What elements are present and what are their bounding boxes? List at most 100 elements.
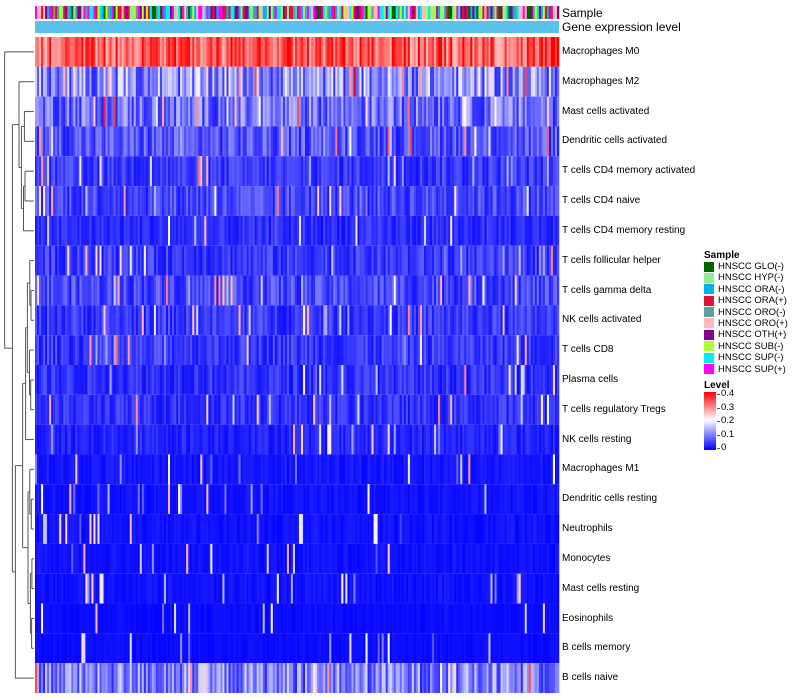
heatmap-cell [474, 66, 477, 97]
heatmap-cell [264, 186, 268, 216]
heatmap-cell [172, 335, 175, 365]
heatmap-cell [466, 454, 469, 485]
heatmap-cell [482, 96, 485, 127]
heatmap-cell [61, 454, 64, 485]
heatmap-cell [341, 454, 344, 485]
heatmap-cell [196, 454, 199, 485]
heatmap-cell [430, 37, 433, 67]
heatmap-cell [301, 543, 304, 574]
heatmap-cell [286, 365, 290, 395]
heatmap-cell [385, 305, 388, 336]
heatmap-cell [377, 37, 380, 67]
heatmap-cell [383, 126, 386, 157]
heatmap-cell [268, 96, 272, 127]
heatmap-cell [137, 215, 141, 246]
heatmap-cell [35, 215, 38, 246]
heatmap-cell [286, 454, 290, 485]
heatmap-cell [436, 424, 439, 455]
heatmap-cell [228, 394, 231, 425]
heatmap-cell [63, 514, 66, 544]
heatmap-cell [262, 365, 266, 395]
heatmap-cell [141, 305, 145, 336]
heatmap-cell [371, 424, 374, 455]
heatmap-cell [474, 305, 477, 336]
heatmap-cell [256, 156, 260, 187]
heatmap-cell [47, 96, 50, 127]
heatmap-cell [387, 275, 391, 306]
heatmap-cell [170, 305, 173, 336]
heatmap-cell [496, 454, 499, 485]
heatmap-cell [238, 186, 241, 216]
sample-annotation-cell [554, 6, 558, 19]
heatmap-cell [268, 454, 272, 485]
heatmap-cell [514, 37, 517, 67]
heatmap-cell [168, 96, 171, 127]
heatmap-cell [299, 215, 302, 246]
heatmap-cell [155, 245, 159, 276]
heatmap-cell [91, 394, 94, 425]
heatmap-cell [375, 543, 378, 574]
heatmap-cell [95, 335, 98, 365]
sample-annotation-cell [284, 6, 288, 19]
heatmap-cell [139, 454, 143, 485]
heatmap-cell [371, 275, 374, 306]
heatmap-cell [292, 245, 296, 276]
heatmap-cell [292, 186, 296, 216]
sample-annotation-cell [327, 6, 330, 19]
heatmap-cell [361, 215, 364, 246]
heatmap-cell [113, 186, 116, 216]
heatmap-cell [369, 215, 372, 246]
heatmap-cell [81, 245, 84, 276]
heatmap-cell [55, 454, 58, 485]
heatmap-cell [294, 394, 298, 425]
heatmap-cell [258, 543, 262, 574]
heatmap-cell [405, 186, 409, 216]
heatmap-cell [432, 275, 435, 306]
heatmap-cell [550, 394, 554, 425]
heatmap-cell [472, 126, 475, 157]
heatmap-cell [49, 305, 52, 336]
heatmap-cell [284, 37, 288, 67]
heatmap-cell [526, 245, 530, 276]
heatmap-cell [450, 156, 453, 187]
heatmap-cell [395, 484, 399, 515]
heatmap-cell [347, 543, 350, 574]
heatmap-cell [413, 215, 417, 246]
heatmap-cell [373, 126, 376, 157]
heatmap-cell [190, 424, 193, 455]
heatmap-cell [397, 394, 401, 425]
heatmap-cell [409, 275, 413, 306]
heatmap-cell [399, 275, 403, 306]
heatmap-cell [244, 335, 247, 365]
heatmap-cell [268, 186, 272, 216]
heatmap-cell [456, 215, 459, 246]
sample-annotation-cell [260, 6, 264, 19]
heatmap-cell [252, 514, 255, 544]
heatmap-cell [200, 156, 203, 187]
heatmap-cell [228, 186, 231, 216]
heatmap-cell [476, 484, 479, 515]
heatmap-cell [379, 335, 382, 365]
heatmap-cell [101, 305, 104, 336]
sample-annotation-cell [105, 6, 108, 19]
heatmap-cell [395, 275, 399, 306]
heatmap-cell [526, 275, 530, 306]
heatmap-cell [339, 305, 342, 336]
heatmap-cell [552, 335, 556, 365]
heatmap-cell [486, 186, 489, 216]
heatmap-cell [105, 484, 108, 515]
heatmap-cell [506, 484, 509, 515]
heatmap-cell [343, 186, 346, 216]
heatmap-cell [73, 96, 76, 127]
heatmap-cell [129, 66, 133, 97]
heatmap-cell [299, 275, 302, 306]
heatmap-cell [448, 424, 451, 455]
heatmap-cell [421, 543, 425, 574]
heatmap-cell [484, 96, 487, 127]
heatmap-cell [466, 394, 469, 425]
heatmap-cell [59, 305, 62, 336]
heatmap-cell [51, 454, 54, 485]
heatmap-cell [117, 245, 120, 276]
heatmap-cell [504, 156, 507, 187]
heatmap-cell [345, 245, 348, 276]
